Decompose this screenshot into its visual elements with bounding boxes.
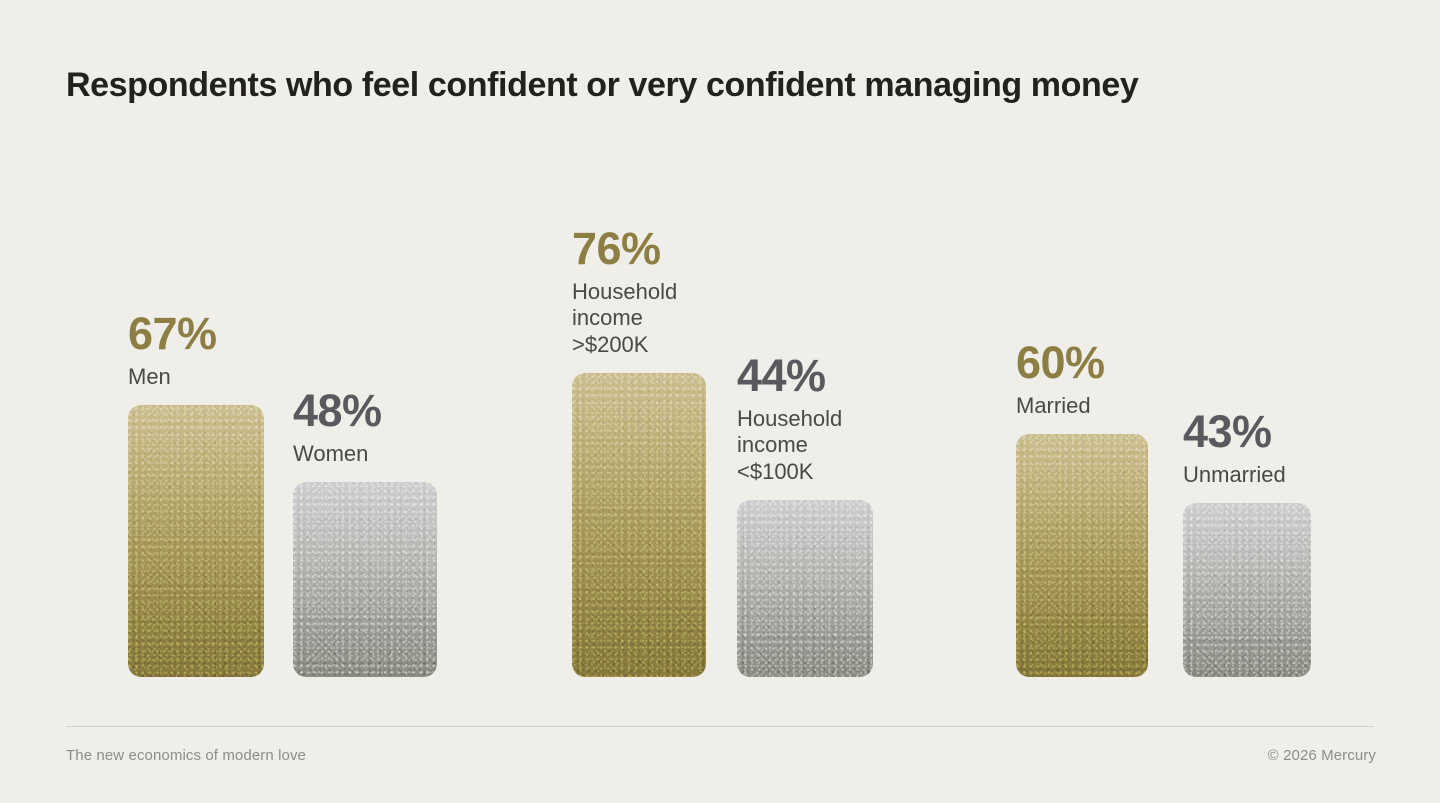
bar-label-married: 60% Married: [1016, 340, 1206, 420]
bar-column-married: 60% Married: [1016, 340, 1148, 677]
bar-label-income-low: 44% Household income <$100K: [737, 349, 927, 486]
bar-value-income-low: 44%: [737, 349, 826, 401]
bar-value-unmarried: 43%: [1183, 406, 1272, 458]
bar-fill-women: [293, 482, 437, 677]
footer-divider: [66, 726, 1374, 727]
bar-married[interactable]: [1016, 434, 1148, 677]
bar-grain-women: [293, 482, 437, 677]
bar-name-unmarried: Unmarried: [1183, 462, 1286, 488]
bar-unmarried[interactable]: [1183, 503, 1311, 677]
bar-value-men: 67%: [128, 308, 217, 360]
page-title: Respondents who feel confident or very c…: [66, 66, 1139, 104]
bar-name-women: Women: [293, 441, 369, 467]
footer-copyright: © 2026 Mercury: [1267, 747, 1376, 764]
bar-value-income-high: 76%: [572, 222, 661, 274]
bar-grain-men: [128, 405, 264, 677]
bar-name-married: Married: [1016, 393, 1091, 419]
bar-fill-income-low: [737, 500, 873, 677]
bar-grain-unmarried: [1183, 503, 1311, 677]
bar-name-men: Men: [128, 364, 171, 390]
bar-label-men: 67% Men: [128, 311, 318, 391]
footer-caption: The new economics of modern love: [66, 747, 306, 764]
bar-income-high[interactable]: [572, 373, 706, 677]
bar-fill-unmarried: [1183, 503, 1311, 677]
bar-value-women: 48%: [293, 385, 382, 437]
bar-grain-income-high: [572, 373, 706, 677]
bar-men[interactable]: [128, 405, 264, 677]
bar-label-unmarried: 43% Unmarried: [1183, 409, 1373, 489]
bar-fill-married: [1016, 434, 1148, 677]
bar-grain-married: [1016, 434, 1148, 677]
bar-column-unmarried: 43% Unmarried: [1183, 409, 1311, 677]
bar-label-income-high: 76% Household income >$200K: [572, 222, 762, 359]
bar-column-income-high: 76% Household income >$200K: [572, 225, 706, 677]
bar-grain-income-low: [737, 500, 873, 677]
bar-label-women: 48% Women: [293, 388, 483, 468]
bar-column-women: 48% Women: [293, 388, 437, 677]
bar-women[interactable]: [293, 482, 437, 677]
bar-fill-men: [128, 405, 264, 677]
bar-fill-income-high: [572, 373, 706, 677]
bar-column-income-low: 44% Household income <$100K: [737, 352, 873, 677]
bar-income-low[interactable]: [737, 500, 873, 677]
bar-name-income-high: Household income >$200K: [572, 278, 678, 358]
bar-name-income-low: Household income <$100K: [737, 405, 843, 485]
bar-value-married: 60%: [1016, 337, 1105, 389]
bar-column-men: 67% Men: [128, 311, 264, 677]
